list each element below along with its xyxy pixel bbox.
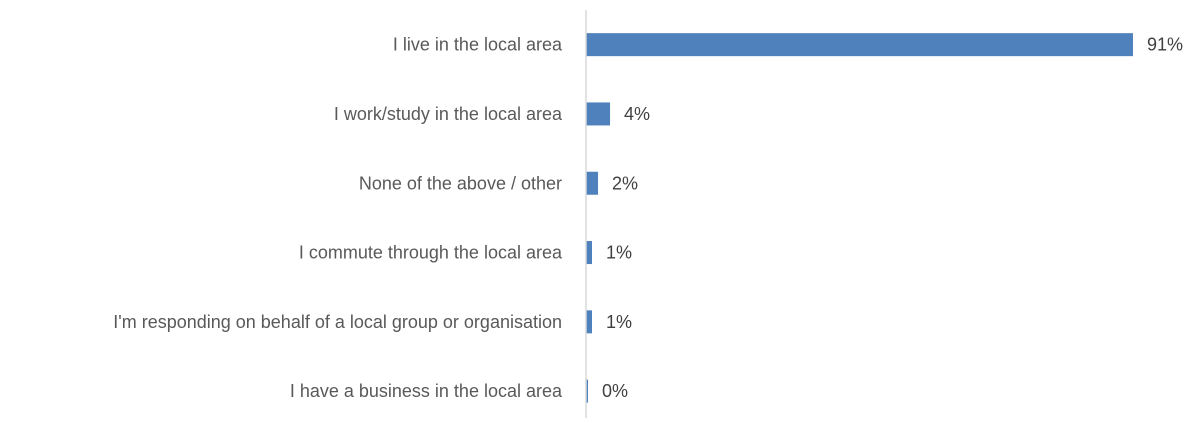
category-labels-group: I live in the local area I work/study in … [113, 35, 563, 401]
value-label-0: 91% [1147, 35, 1183, 55]
value-label-2: 2% [612, 173, 638, 193]
value-label-4: 1% [606, 312, 632, 332]
category-label-5: I have a business in the local area [290, 381, 563, 401]
category-label-4: I'm responding on behalf of a local grou… [113, 312, 562, 332]
bar-2 [586, 171, 599, 195]
category-label-1: I work/study in the local area [334, 104, 563, 124]
value-labels-group: 91% 4% 2% 1% 1% 0% [602, 35, 1183, 401]
bar-1 [586, 102, 611, 126]
value-label-5: 0% [602, 381, 628, 401]
bar-3 [586, 241, 593, 265]
category-label-2: None of the above / other [359, 173, 562, 193]
bar-0 [586, 33, 1133, 57]
bar-4 [586, 310, 593, 334]
value-label-1: 4% [624, 104, 650, 124]
bars-group [586, 33, 1133, 403]
category-label-3: I commute through the local area [299, 243, 563, 263]
value-label-3: 1% [606, 243, 632, 263]
category-label-0: I live in the local area [393, 35, 563, 55]
bar-5 [586, 379, 588, 403]
